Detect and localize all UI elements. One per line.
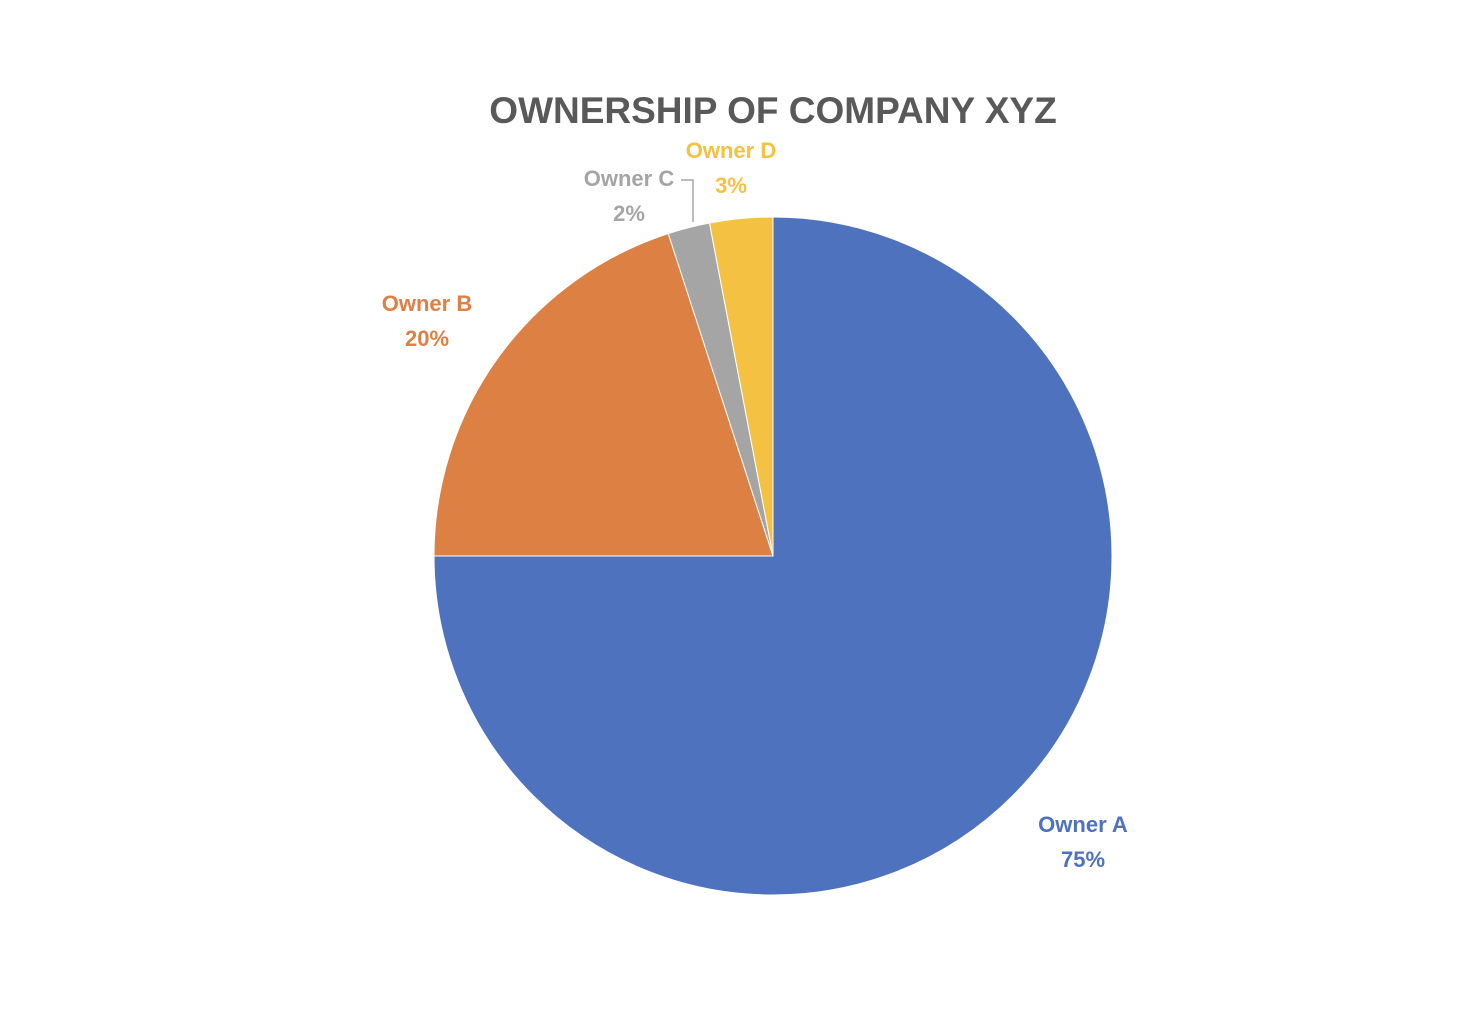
value-label: 2%	[613, 201, 645, 226]
chart-title: OWNERSHIP OF COMPANY XYZ	[489, 90, 1056, 131]
value-label: 20%	[405, 326, 449, 351]
pie-slice	[433, 232, 774, 557]
pie-slice	[708, 216, 774, 557]
leader-line	[681, 179, 694, 222]
category-label: Owner B	[382, 291, 472, 316]
pie	[433, 216, 1113, 896]
data-labels: Owner A 75% Owner B 20% Owner C 2% Owner D 3%	[382, 138, 1128, 872]
value-label: 3%	[715, 173, 747, 198]
category-label: Owner D	[686, 138, 776, 163]
value-label: 75%	[1061, 847, 1105, 872]
category-label: Owner A	[1038, 812, 1128, 837]
category-label: Owner C	[584, 166, 675, 191]
